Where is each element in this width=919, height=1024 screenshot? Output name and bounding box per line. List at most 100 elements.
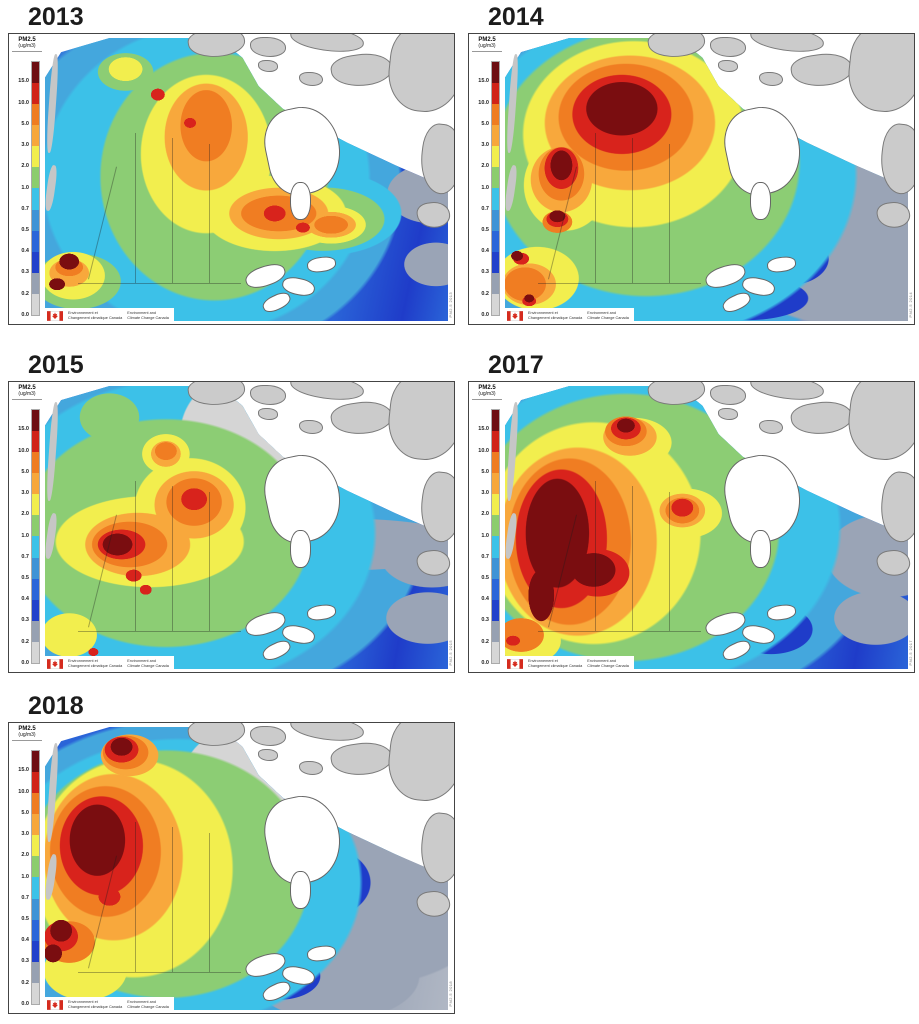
legend-divider [12,740,42,741]
arctic-island [749,382,825,403]
panel-year-title: 2018 [28,692,84,720]
signature-english: Environment and Climate Change Canada [127,311,169,320]
colorbar-segment [492,620,499,642]
canada-flag-icon [507,659,523,669]
colorbar-tick-label: 0.4 [21,248,29,255]
arctic-island [249,36,287,58]
colorbar-segment [32,536,39,558]
colorbar-tick-label: 5.0 [481,468,489,475]
colorbar-tick-label: 0.7 [21,894,29,901]
colorbar-tick-label: 0.5 [481,227,489,233]
signature-english: Environment and Climate Change Canada [127,1000,169,1009]
province-border [208,144,210,284]
province-border [134,132,136,284]
arctic-island [709,384,747,406]
colorbar-segment [32,793,39,815]
colorbar-tick-label: 0.3 [481,269,489,276]
colorbar-tick-label: 2.0 [481,163,489,170]
colorbar [31,750,40,1005]
colorbar-tick-label: 0.0 [21,312,29,318]
signature-french: Environnement et Changement climatique C… [68,659,122,668]
province-border [668,492,670,632]
province-border [668,144,670,284]
colorbar-segment [492,557,499,579]
map-area: Environnement et Changement climatique C… [45,382,454,672]
colorbar-segment [492,473,499,495]
map-panel-2013: 2013 PM2.5 (ug/m3) 15.0 10.0 5.0 3.0 2.0 1.0 0… [8,3,455,325]
colorbar-segment [492,452,499,474]
colorbar-tick-label: 3.0 [481,489,489,496]
colorbar-tick-label: 0.2 [21,290,29,297]
colorbar-tick-label: 0.5 [21,227,29,233]
arctic-island [298,71,324,87]
colorbar-segment [32,961,39,983]
colorbar [491,409,500,664]
colorbar-segment [32,251,39,273]
eccc-signature: Environnement et Changement climatique C… [505,656,634,672]
colorbar-tick-label: 0.0 [481,660,489,666]
colorbar-tick-label: 1.0 [21,184,29,191]
arctic-island [717,60,739,72]
colorbar-tick-label: 0.3 [21,958,29,965]
legend-divider [12,399,42,400]
province-border [171,486,173,632]
pm25-legend: PM2.5 (ug/m3) 15.0 10.0 5.0 3.0 2.0 1.0 0.7 0.5… [9,723,45,1013]
map-area: Environnement et Changement climatique C… [505,34,914,324]
colorbar-segment [492,230,499,252]
canada-flag-icon [507,311,523,321]
signature-english-line2: Climate Change Canada [127,316,169,320]
james-bay [290,181,311,220]
pm25-legend: PM2.5 (ug/m3) 15.0 10.0 5.0 3.0 2.0 1.0 0.7 0.5… [9,34,45,324]
colorbar-segment [32,62,39,84]
colorbar [31,61,40,316]
signature-french-line2: Changement climatique Canada [528,316,583,320]
colorbar-tick-label: 0.0 [21,1001,29,1007]
legend-title: PM2.5 [18,726,36,732]
arctic-island [789,398,855,439]
signature-english: Environment and Climate Change Canada [127,659,169,668]
signature-french-line2: Changement climatique Canada [68,1005,123,1009]
map-frame: PM2.5 (ug/m3) 15.0 10.0 5.0 3.0 2.0 1.0 0.7 0.5… [8,381,455,673]
colorbar-tick-label: 0.3 [21,617,29,624]
colorbar-segment [32,751,39,773]
arctic-island [257,749,279,761]
arctic-island [298,419,324,435]
colorbar-segment [32,494,39,516]
signature-english-line1: Environment and [127,659,156,664]
province-border [171,827,173,973]
james-bay [290,529,311,568]
colorbar-segment [492,146,499,168]
james-bay [290,870,311,909]
map-panel-2017: 2017 PM2.5 (ug/m3) 15.0 10.0 5.0 3.0 2.0 1.0 0… [468,351,915,673]
province-border [208,492,210,632]
colorbar-segment [492,167,499,189]
colorbar-tick-label: 15.0 [18,426,29,433]
signature-english-line1: Environment and [587,659,616,664]
colorbar-tick-label: 10.0 [478,99,489,106]
colorbar-wrap: 15.0 10.0 5.0 3.0 2.0 1.0 0.7 0.5 0.4 0.3 0.2 0.0 [469,409,505,666]
colorbar-tick-label: 0.5 [21,916,29,922]
colorbar-segment [32,104,39,126]
colorbar-wrap: 15.0 10.0 5.0 3.0 2.0 1.0 0.7 0.5 0.4 0.3 0.2 0.0 [9,61,45,318]
colorbar-segment [492,536,499,558]
colorbar-tick-label: 2.0 [21,163,29,170]
colorbar-tick-label: 5.0 [481,120,489,127]
legend-divider [12,51,42,52]
province-border [171,138,173,284]
legend-units: (ug/m3) [18,43,36,49]
colorbar [31,409,40,664]
pm25-legend: PM2.5 (ug/m3) 15.0 10.0 5.0 3.0 2.0 1.0 0.7 0.5… [9,382,45,672]
colorbar-segment [32,410,39,432]
colorbar-tick-label: 5.0 [21,809,29,816]
colorbar-tick-label: 2.0 [21,852,29,859]
legend-title: PM2.5 [478,37,496,43]
colorbar-segment [492,578,499,600]
colorbar-tick-label: 10.0 [18,788,29,795]
arctic-island [717,408,739,420]
colorbar-tick-label: 0.2 [481,290,489,297]
colorbar-segment [492,431,499,453]
us-border [77,972,242,974]
signature-english-line1: Environment and [127,311,156,316]
arctic-island [289,723,365,744]
